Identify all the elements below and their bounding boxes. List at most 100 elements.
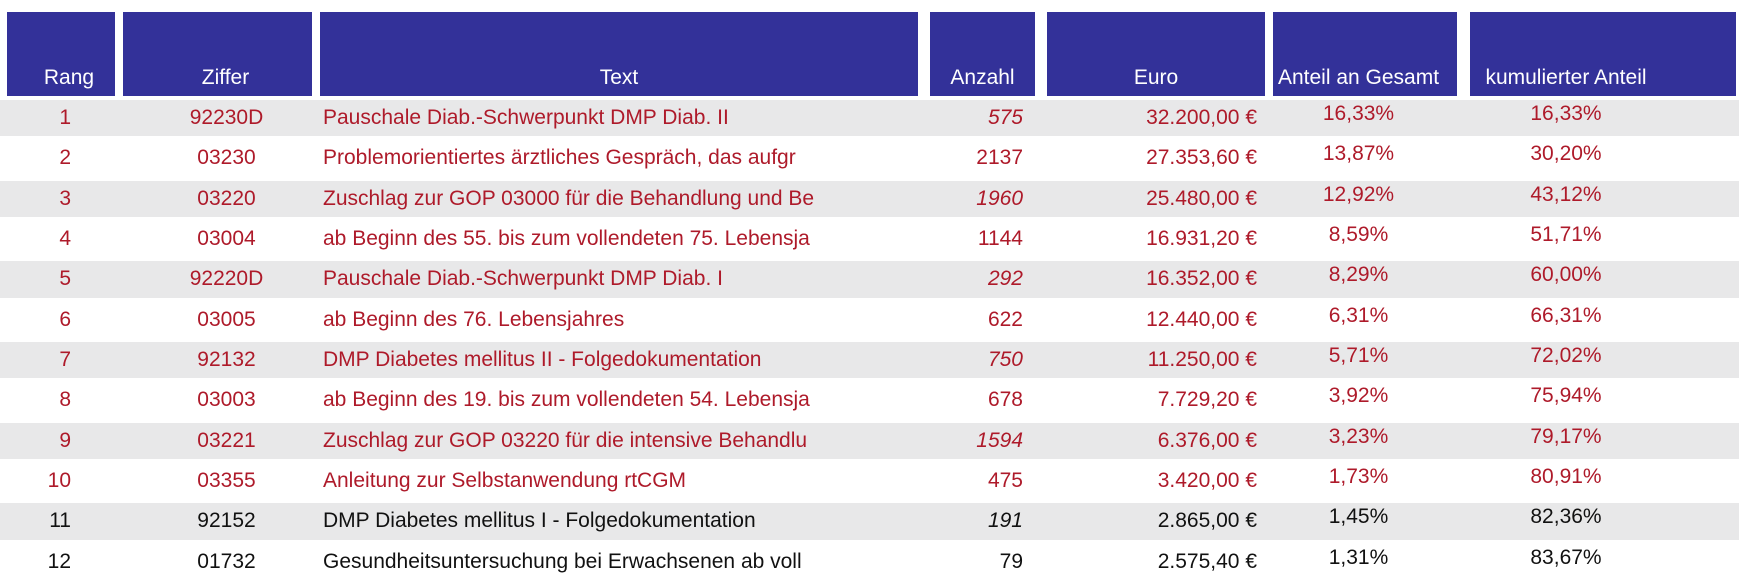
cell-anzahl: 750 xyxy=(987,348,1023,372)
cell-euro: 12.440,00 € xyxy=(1146,307,1257,331)
cell-text: Zuschlag zur GOP 03220 für die intensive… xyxy=(323,428,808,452)
cell-text: Pauschale Diab.-Schwerpunkt DMP Diab. I xyxy=(323,267,723,291)
cell-text: Gesundheitsuntersuchung bei Erwachsenen … xyxy=(323,549,802,573)
table-row: 3 03220 Zuschlag zur GOP 03000 für die B… xyxy=(0,178,1739,219)
cell-euro: 25.480,00 € xyxy=(1146,186,1257,210)
cell-kumulierter-anteil: 16,33% xyxy=(1530,102,1602,126)
cell-ziffer: 03221 xyxy=(197,428,256,452)
cell-anzahl: 622 xyxy=(987,307,1023,331)
cell-kumulierter-anteil: 83,67% xyxy=(1530,545,1602,569)
cell-anzahl: 1144 xyxy=(977,227,1023,251)
cell-ziffer: 03220 xyxy=(197,186,256,210)
cell-anteil-gesamt: 12,92% xyxy=(1322,182,1395,206)
cell-rang: 4 xyxy=(59,227,71,251)
cell-rang: 2 xyxy=(59,146,71,170)
column-header-text: Text xyxy=(320,12,918,96)
cell-euro: 16.352,00 € xyxy=(1146,267,1257,291)
cell-kumulierter-anteil: 75,94% xyxy=(1530,384,1602,408)
table-row: 1 92230D Pauschale Diab.-Schwerpunkt DMP… xyxy=(0,98,1739,139)
column-header-anzahl: Anzahl xyxy=(930,12,1035,96)
cell-ziffer: 92230D xyxy=(189,106,264,130)
cell-anteil-gesamt: 16,33% xyxy=(1322,102,1395,126)
cell-text: Problemorientiertes ärztliches Gespräch,… xyxy=(323,146,796,170)
column-header-euro: Euro xyxy=(1047,12,1265,96)
cell-anzahl: 575 xyxy=(987,106,1023,130)
cell-text: DMP Diabetes mellitus I - Folgedokumenta… xyxy=(323,509,756,533)
table-row: 2 03230 Problemorientiertes ärztliches G… xyxy=(0,138,1739,178)
cell-kumulierter-anteil: 80,91% xyxy=(1530,465,1602,489)
cell-text: Zuschlag zur GOP 03000 für die Behandlun… xyxy=(323,186,815,210)
cell-ziffer: 03355 xyxy=(197,469,256,493)
cell-rang: 11 xyxy=(49,509,71,533)
cell-ziffer: 03003 xyxy=(197,388,256,412)
cell-anzahl: 292 xyxy=(987,267,1023,291)
cell-anteil-gesamt: 1,45% xyxy=(1328,505,1389,529)
cell-anzahl: 1960 xyxy=(976,186,1023,210)
cell-text: ab Beginn des 55. bis zum vollendeten 75… xyxy=(323,227,810,251)
cell-anzahl: 79 xyxy=(999,549,1023,573)
cell-kumulierter-anteil: 51,71% xyxy=(1530,223,1602,247)
cell-rang: 6 xyxy=(59,307,71,331)
cell-ziffer: 01732 xyxy=(197,549,256,573)
cell-anzahl: 1594 xyxy=(976,428,1023,452)
cell-euro: 27.353,60 € xyxy=(1146,146,1257,170)
cell-rang: 1 xyxy=(59,106,71,130)
table-body: 1 92230D Pauschale Diab.-Schwerpunkt DMP… xyxy=(0,98,1739,582)
table-row: 5 92220D Pauschale Diab.-Schwerpunkt DMP… xyxy=(0,259,1739,300)
cell-anzahl: 678 xyxy=(987,388,1023,412)
cell-anteil-gesamt: 3,92% xyxy=(1328,384,1389,408)
cell-kumulierter-anteil: 30,20% xyxy=(1530,142,1602,166)
cell-kumulierter-anteil: 43,12% xyxy=(1530,182,1602,206)
cell-rang: 10 xyxy=(47,469,71,493)
table-row: 11 92152 DMP Diabetes mellitus I - Folge… xyxy=(0,501,1739,542)
table-row: 4 03004 ab Beginn des 55. bis zum vollen… xyxy=(0,219,1739,259)
cell-euro: 16.931,20 € xyxy=(1146,227,1257,251)
cell-rang: 5 xyxy=(59,267,71,291)
cell-kumulierter-anteil: 82,36% xyxy=(1530,505,1602,529)
cell-anzahl: 475 xyxy=(987,469,1023,493)
cell-anteil-gesamt: 8,59% xyxy=(1328,223,1389,247)
cell-euro: 7.729,20 € xyxy=(1157,388,1257,412)
cell-euro: 2.575,40 € xyxy=(1157,549,1257,573)
cell-euro: 6.376,00 € xyxy=(1157,428,1257,452)
table-row: 12 01732 Gesundheitsuntersuchung bei Erw… xyxy=(0,542,1739,582)
cell-rang: 9 xyxy=(59,428,71,452)
cell-ziffer: 92132 xyxy=(197,348,256,372)
cell-text: ab Beginn des 19. bis zum vollendeten 54… xyxy=(323,388,810,412)
cell-text: ab Beginn des 76. Lebensjahres xyxy=(323,307,625,331)
cell-rang: 7 xyxy=(59,348,71,372)
cell-ziffer: 03005 xyxy=(197,307,256,331)
cell-rang: 3 xyxy=(59,186,71,210)
cell-anteil-gesamt: 1,73% xyxy=(1328,465,1389,489)
column-header-ziffer: Ziffer xyxy=(123,12,312,96)
column-header-anteil: Anteil an Gesamt xyxy=(1273,12,1457,96)
cell-euro: 2.865,00 € xyxy=(1157,509,1257,533)
table-row: 9 03221 Zuschlag zur GOP 03220 für die i… xyxy=(0,420,1739,461)
cell-kumulierter-anteil: 79,17% xyxy=(1530,424,1602,448)
cell-ziffer: 03004 xyxy=(197,227,256,251)
cell-ziffer: 92220D xyxy=(189,267,264,291)
cell-ziffer: 92152 xyxy=(197,509,256,533)
cell-kumulierter-anteil: 60,00% xyxy=(1530,263,1602,287)
cell-anteil-gesamt: 13,87% xyxy=(1322,142,1395,166)
table-row: 10 03355 Anleitung zur Selbstanwendung r… xyxy=(0,461,1739,501)
cell-euro: 3.420,00 € xyxy=(1157,469,1257,493)
cell-anteil-gesamt: 8,29% xyxy=(1328,263,1389,287)
cell-text: Pauschale Diab.-Schwerpunkt DMP Diab. II xyxy=(323,106,729,130)
cell-anteil-gesamt: 6,31% xyxy=(1328,303,1389,327)
cell-kumulierter-anteil: 72,02% xyxy=(1530,344,1602,368)
column-header-kumuliert: kumulierter Anteil xyxy=(1470,12,1736,96)
cell-rang: 12 xyxy=(47,549,71,573)
cell-ziffer: 03230 xyxy=(197,146,256,170)
table-row: 7 92132 DMP Diabetes mellitus II - Folge… xyxy=(0,339,1739,381)
cell-euro: 11.250,00 € xyxy=(1147,348,1257,372)
cell-rang: 8 xyxy=(59,388,71,412)
cell-euro: 32.200,00 € xyxy=(1146,106,1257,130)
column-header-rang: Rang xyxy=(7,12,115,96)
cell-kumulierter-anteil: 66,31% xyxy=(1530,303,1602,327)
cell-anteil-gesamt: 1,31% xyxy=(1328,545,1389,569)
table-row: 8 03003 ab Beginn des 19. bis zum vollen… xyxy=(0,380,1739,420)
cell-anzahl: 191 xyxy=(987,509,1023,533)
cell-text: DMP Diabetes mellitus II - Folgedokument… xyxy=(323,348,762,372)
